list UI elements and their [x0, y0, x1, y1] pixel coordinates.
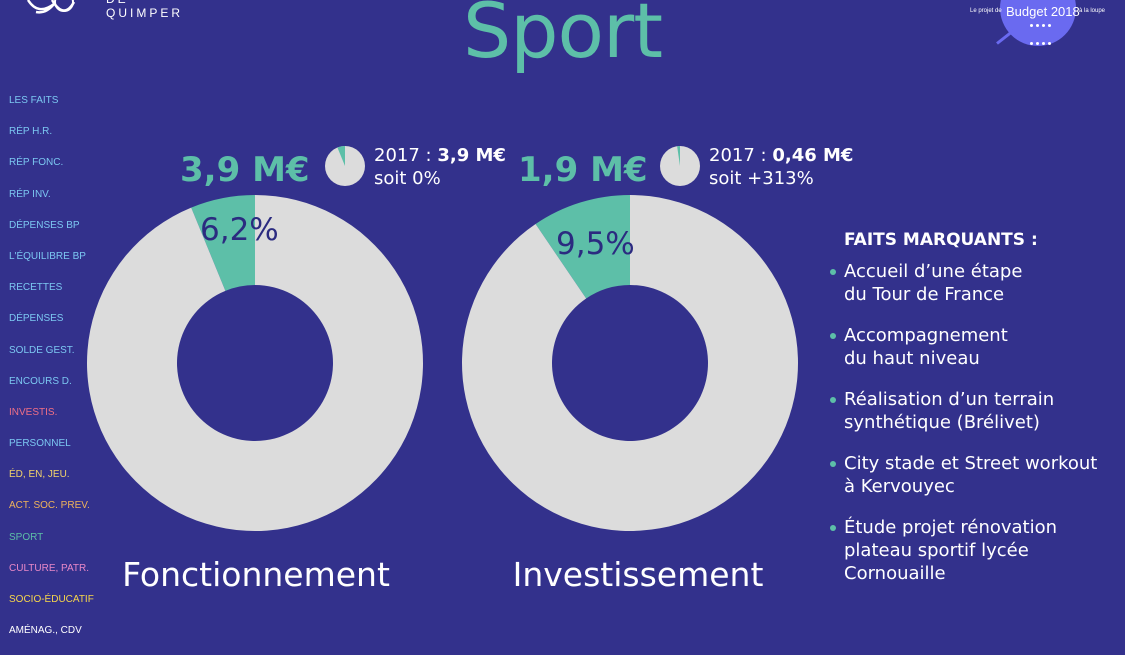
comparison-investissement: 2017 : 0,46 M€	[709, 145, 853, 166]
comparison-change-fonctionnement: soit 0%	[374, 168, 441, 189]
facts-list: Accueil d’une étape du Tour de France Acco…	[830, 260, 1120, 603]
nav-item[interactable]: RECETTES	[9, 282, 63, 294]
logo-text: DE QUIMPER	[106, 0, 184, 20]
quimper-logo: DE QUIMPER	[24, 0, 184, 26]
badge-prefix: Le projet de	[970, 8, 1002, 14]
nav-item[interactable]: RÉP INV.	[9, 188, 51, 200]
nav-item[interactable]: PERSONNEL	[9, 438, 71, 450]
comparison-change-investissement: soit +313%	[709, 168, 814, 189]
bullet-icon	[830, 333, 836, 339]
slice-label-fonctionnement: 6,2%	[200, 212, 279, 248]
nav-item[interactable]: RÉP FONC.	[9, 157, 64, 169]
nav-item[interactable]: LES FAITS	[9, 95, 59, 106]
nav-item[interactable]: RÉP H.R.	[9, 126, 53, 138]
comparison-value: 0,46 M€	[772, 145, 854, 166]
fact-line: du haut niveau	[844, 348, 980, 369]
fact-line: Accompagnement	[844, 325, 1008, 346]
caption-investissement: Investissement	[512, 555, 764, 594]
donut-charts	[87, 146, 798, 531]
nav-item[interactable]: DÉPENSES BP	[9, 219, 80, 231]
badge-dots-icon	[1028, 24, 1058, 45]
fact-item: Réalisation d’un terrain synthétique (Bré…	[830, 388, 1120, 434]
badge-main: Budget 2018	[1006, 4, 1080, 19]
bullet-icon	[830, 269, 836, 275]
slice-label-investissement: 9,5%	[556, 226, 635, 262]
bullet-icon	[830, 397, 836, 403]
caption-fonctionnement: Fonctionnement	[122, 555, 390, 594]
comparison-fonctionnement: 2017 : 3,9 M€	[374, 145, 506, 166]
nav-item[interactable]: SOLDE GEST.	[9, 344, 75, 356]
comparison-year: 2017 :	[709, 145, 773, 166]
fact-line: synthétique (Brélivet)	[844, 412, 1040, 433]
badge-suffix: à la loupe	[1079, 8, 1106, 14]
fact-item: Accompagnement du haut niveau	[830, 324, 1120, 370]
mini-pie-slice-investissement	[677, 146, 680, 166]
total-value-investissement: 1,9 M€	[518, 150, 648, 190]
comparison-value: 3,9 M€	[437, 145, 506, 166]
fact-line: Cornouaille	[844, 563, 946, 584]
fact-line: à Kervouyec	[844, 476, 955, 497]
nav-item[interactable]: DÉPENSES	[9, 313, 64, 325]
fact-line: plateau sportif lycée	[844, 540, 1029, 561]
nav-item[interactable]: CULTURE, PATR.	[9, 562, 90, 574]
nav-item[interactable]: L'ÉQUILIBRE BP	[9, 250, 86, 262]
quimper-logo-icon	[26, 0, 76, 14]
fact-item: City stade et Street workout à Kervouyec	[830, 452, 1120, 498]
donut-slice-fonctionnement-0	[191, 195, 255, 291]
nav-item[interactable]: INVESTIS.	[9, 406, 58, 418]
nav-item[interactable]: ÉD, EN, JEU.	[9, 469, 70, 481]
page-title: Sport	[462, 0, 663, 75]
fact-line: City stade et Street workout	[844, 453, 1098, 474]
comparison-year: 2017 :	[374, 145, 438, 166]
nav-item[interactable]: SOCIO-ÉDUCATIF	[9, 594, 94, 605]
fact-item: Accueil d’une étape du Tour de France	[830, 260, 1120, 306]
nav-item[interactable]: ACT. SOC. PREV.	[9, 500, 90, 512]
fact-line: Accueil d’une étape	[844, 261, 1023, 282]
bullet-icon	[830, 525, 836, 531]
fact-line: Étude projet rénovation	[844, 517, 1058, 538]
donut-slice-investissement-1	[461, 195, 798, 531]
fact-item: Étude projet rénovation plateau sportif l…	[830, 516, 1120, 585]
nav-item[interactable]: ENCOURS D.	[9, 375, 72, 387]
fact-line: Réalisation d’un terrain	[844, 389, 1055, 410]
donut-slice-investissement-0	[535, 195, 630, 299]
total-value-fonctionnement: 3,9 M€	[180, 150, 310, 190]
nav-item[interactable]: SPORT	[9, 531, 44, 543]
donut-slice-fonctionnement-1	[87, 195, 424, 531]
facts-heading: FAITS MARQUANTS :	[844, 230, 1038, 250]
bullet-icon	[830, 461, 836, 467]
fact-line: du Tour de France	[844, 284, 1005, 305]
mini-pie-slice-fonctionnement	[337, 146, 345, 166]
